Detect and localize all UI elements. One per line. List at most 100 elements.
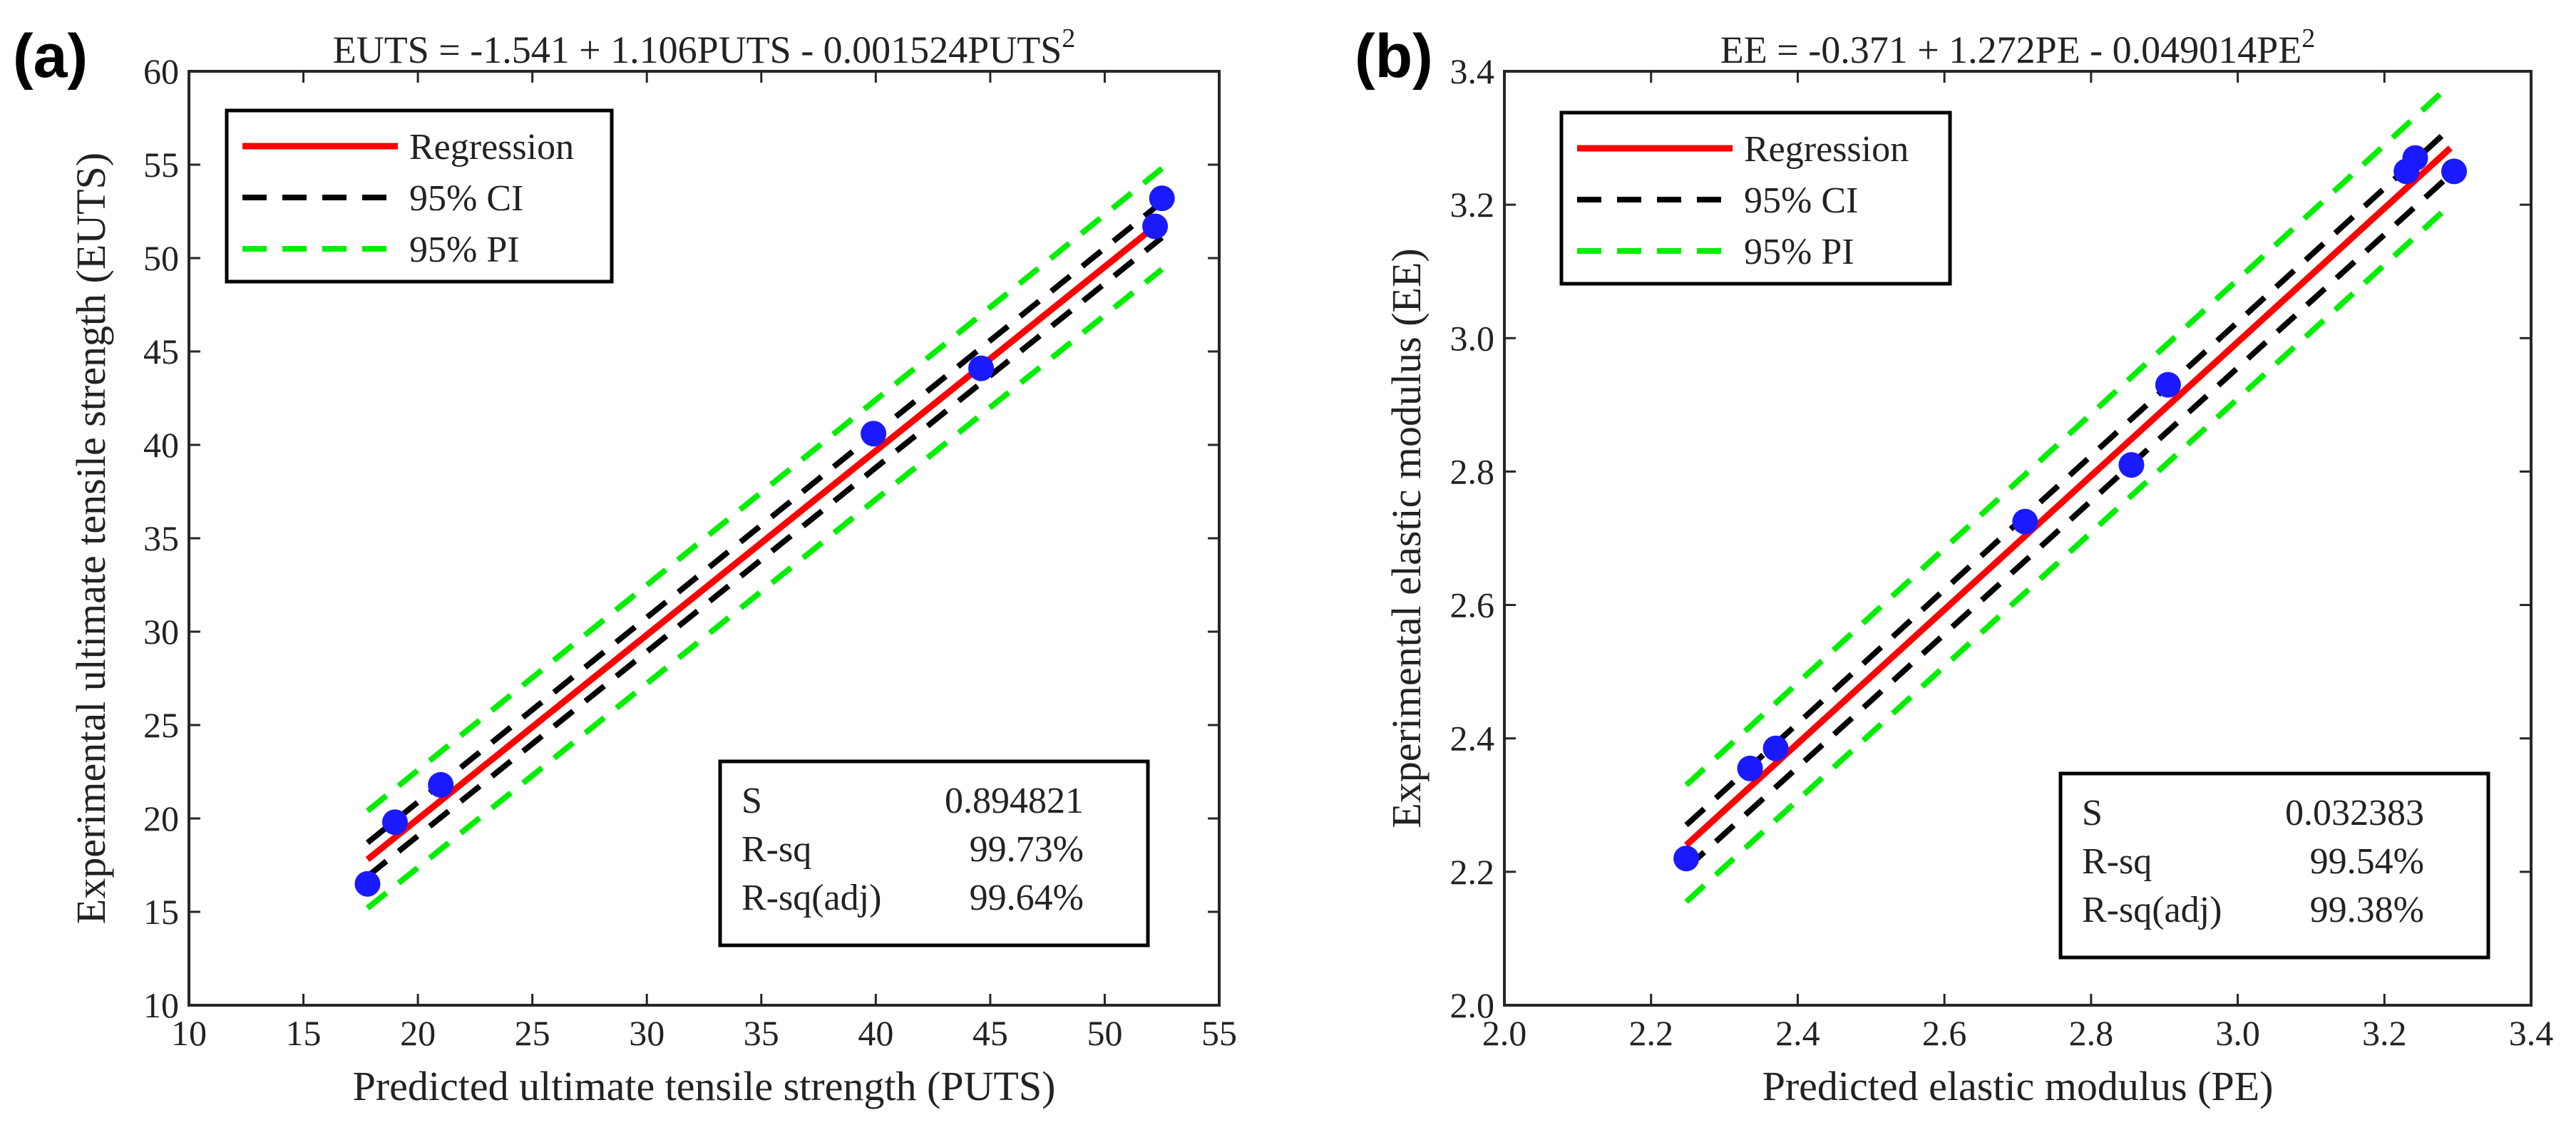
y-tick-label: 25 [143,705,179,745]
x-tick-label: 35 [744,1013,779,1053]
y-tick-label: 20 [143,798,179,838]
series-line-regression [1684,145,2453,848]
title-superscript: 2 [2302,24,2315,53]
legend-label: 95% CI [1744,180,1858,221]
data-point [1762,735,1789,761]
y-tick-label: 3.4 [1450,51,1495,91]
y-tick-label: 40 [143,425,179,465]
chart-title: EUTS = -1.541 + 1.106PUTS - 0.001524PUTS… [333,24,1075,71]
x-tick-label: 20 [400,1013,436,1053]
y-tick-label: 10 [143,985,179,1025]
stat-label: R-sq(adj) [2082,890,2222,930]
y-tick-label: 60 [143,51,179,91]
lines-group [365,166,1164,910]
series-line-95-pi-upper [365,166,1164,813]
stat-label: R-sq [742,829,811,870]
x-tick-label: 10 [171,1013,207,1053]
series-line-95-ci-lower [1684,173,2453,871]
panel-label: (b) [1355,22,1433,91]
series-line-95-pi-lower [1684,202,2453,904]
legend-label: 95% PI [409,230,520,270]
x-tick-label: 2.2 [1628,1013,1673,1053]
data-point [2402,145,2428,171]
series-line-95-ci-upper [1684,125,2453,828]
stats-box: S 0.894821 R-sq 99.73% R-sq(adj) 99.64% [718,759,1150,947]
legend-label: Regression [409,127,574,168]
stats-frame [2058,771,2490,960]
stat-value: 0.894821 [945,781,1084,821]
x-tick-label: 3.0 [2215,1013,2260,1053]
chart-panel-1: (a) EUTS = -1.541 + 1.106PUTS - 0.001524P… [13,22,1237,1109]
y-tick-label: 3.2 [1450,185,1495,225]
legend: Regression 95% CI 95% PI [225,108,614,284]
lines-group [1684,82,2453,904]
x-axis-label: Predicted ultimate tensile strength (PUT… [353,1063,1056,1109]
x-tick-label: 2.6 [1922,1013,1967,1053]
y-axis-label: Experimental elastic modulus (EE) [1383,248,1430,828]
legend-label: 95% PI [1744,232,1854,272]
data-point [1737,755,1763,781]
series-line-95-ci-lower [365,235,1164,879]
legend-label: 95% CI [409,178,523,219]
legend-label: Regression [1744,129,1909,170]
y-tick-label: 45 [143,332,179,371]
stat-label: S [742,781,762,821]
stat-value: 99.73% [970,829,1084,870]
y-tick-label: 2.0 [1450,985,1495,1025]
stat-label: R-sq [2082,841,2152,882]
data-point [968,355,995,381]
data-point [861,421,887,447]
legend-box [225,108,614,284]
x-tick-label: 2.4 [1775,1013,1820,1053]
stat-value: 99.64% [970,878,1084,918]
data-point [1149,185,1175,212]
x-tick-label: 3.2 [2362,1013,2407,1053]
x-tick-label: 55 [1201,1013,1237,1053]
stat-label: S [2082,793,2103,833]
y-tick-label: 35 [143,518,179,558]
chart-panel-2: (b) EE = -0.371 + 1.272PE - 0.049014PE2 2.… [1355,22,2553,1109]
x-tick-label: 2.0 [1482,1013,1527,1053]
stat-label: R-sq(adj) [742,878,881,918]
y-tick-label: 3.0 [1450,318,1495,358]
stat-value: 99.38% [2310,890,2424,930]
chart-title: EE = -0.371 + 1.272PE - 0.049014PE2 [1720,24,2315,71]
series-line-95-pi-lower [365,267,1164,910]
data-point [1673,846,1700,872]
series-line-regression [365,218,1164,863]
data-point [354,870,381,897]
stat-value: 0.032383 [2285,793,2424,833]
x-tick-label: 25 [515,1013,550,1053]
y-tick-label: 2.8 [1450,451,1495,491]
stat-value: 99.54% [2310,841,2424,882]
stats-frame [718,759,1150,947]
title-superscript: 2 [1062,24,1075,53]
stats-box: S 0.032383 R-sq 99.54% R-sq(adj) 99.38% [2058,771,2490,960]
data-point [1142,213,1169,240]
y-tick-label: 15 [143,892,179,932]
panel-label: (a) [13,22,88,91]
data-point [2441,158,2467,185]
y-tick-label: 30 [143,612,179,652]
x-tick-label: 2.8 [2069,1013,2114,1053]
x-tick-label: 15 [286,1013,322,1053]
data-point [2155,371,2181,398]
legend: Regression 95% CI 95% PI [1559,111,1952,286]
x-tick-label: 50 [1087,1013,1122,1053]
x-tick-label: 3.4 [2509,1013,2554,1053]
x-axis-label: Predicted elastic modulus (PE) [1762,1063,2274,1109]
x-tick-label: 45 [973,1013,1008,1053]
x-tick-label: 40 [858,1013,893,1053]
data-point [2118,452,2145,478]
y-tick-label: 2.2 [1450,852,1495,892]
data-point [382,809,408,836]
y-axis-label: Experimental ultimate tensile strength (… [68,153,114,924]
y-tick-label: 50 [143,238,179,278]
y-tick-label: 55 [143,145,179,185]
data-point [428,771,454,798]
x-tick-label: 30 [629,1013,664,1053]
series-line-95-ci-upper [365,200,1164,846]
series-line-95-pi-upper [1684,82,2453,788]
